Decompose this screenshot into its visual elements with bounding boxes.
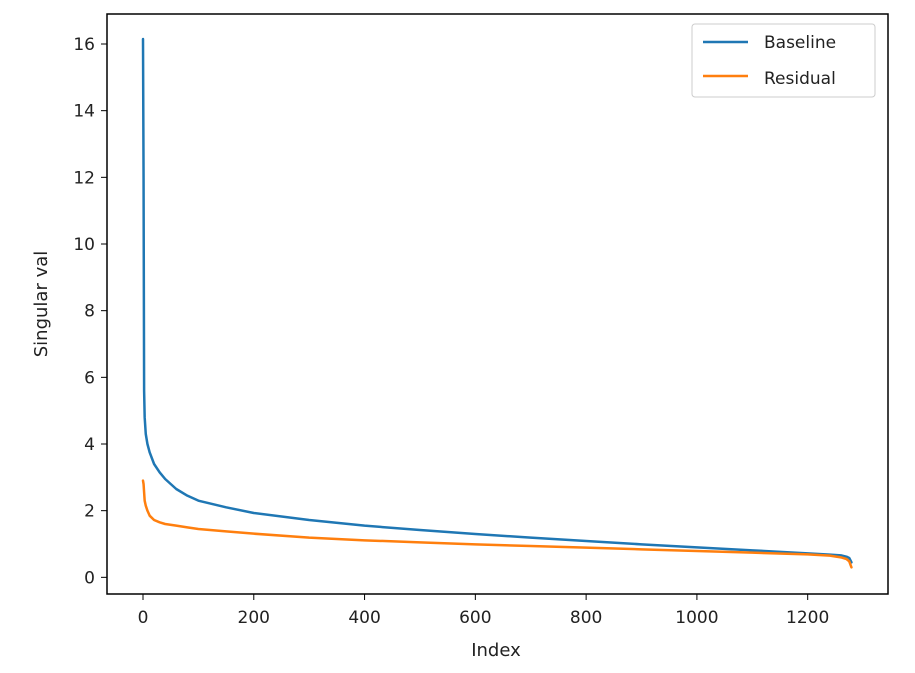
y-tick-label: 10: [73, 235, 95, 255]
x-tick-label: 1000: [675, 608, 718, 628]
y-tick-label: 2: [84, 502, 95, 522]
y-tick-label: 12: [73, 168, 95, 188]
y-tick-label: 4: [84, 435, 95, 455]
x-axis: 0 200 400 600 800 1000 1200: [138, 594, 829, 628]
y-tick-label: 16: [73, 35, 95, 55]
x-tick-label: 600: [459, 608, 491, 628]
legend: Baseline Residual: [691, 23, 876, 98]
y-tick-label: 6: [84, 368, 95, 388]
x-axis-label: Index: [471, 640, 521, 661]
plot-frame: [106, 13, 889, 595]
x-tick-label: 400: [348, 608, 380, 628]
y-axis-label: Singular val: [31, 251, 52, 358]
series-line-baseline: [141, 37, 853, 564]
legend-label-residual: Residual: [764, 69, 836, 89]
x-tick-label: 800: [570, 608, 602, 628]
y-tick-label: 0: [84, 568, 95, 588]
y-tick-label: 8: [84, 302, 95, 322]
plot-area-lines: [141, 37, 853, 569]
x-tick-label: 0: [138, 608, 149, 628]
legend-label-baseline: Baseline: [764, 33, 836, 53]
x-tick-label: 1200: [786, 608, 829, 628]
x-tick-label: 200: [238, 608, 270, 628]
series-line-residual: [141, 479, 853, 569]
y-axis: 0 2 4 6 8 10 12 14 16: [73, 35, 107, 588]
y-tick-label: 14: [73, 102, 95, 122]
